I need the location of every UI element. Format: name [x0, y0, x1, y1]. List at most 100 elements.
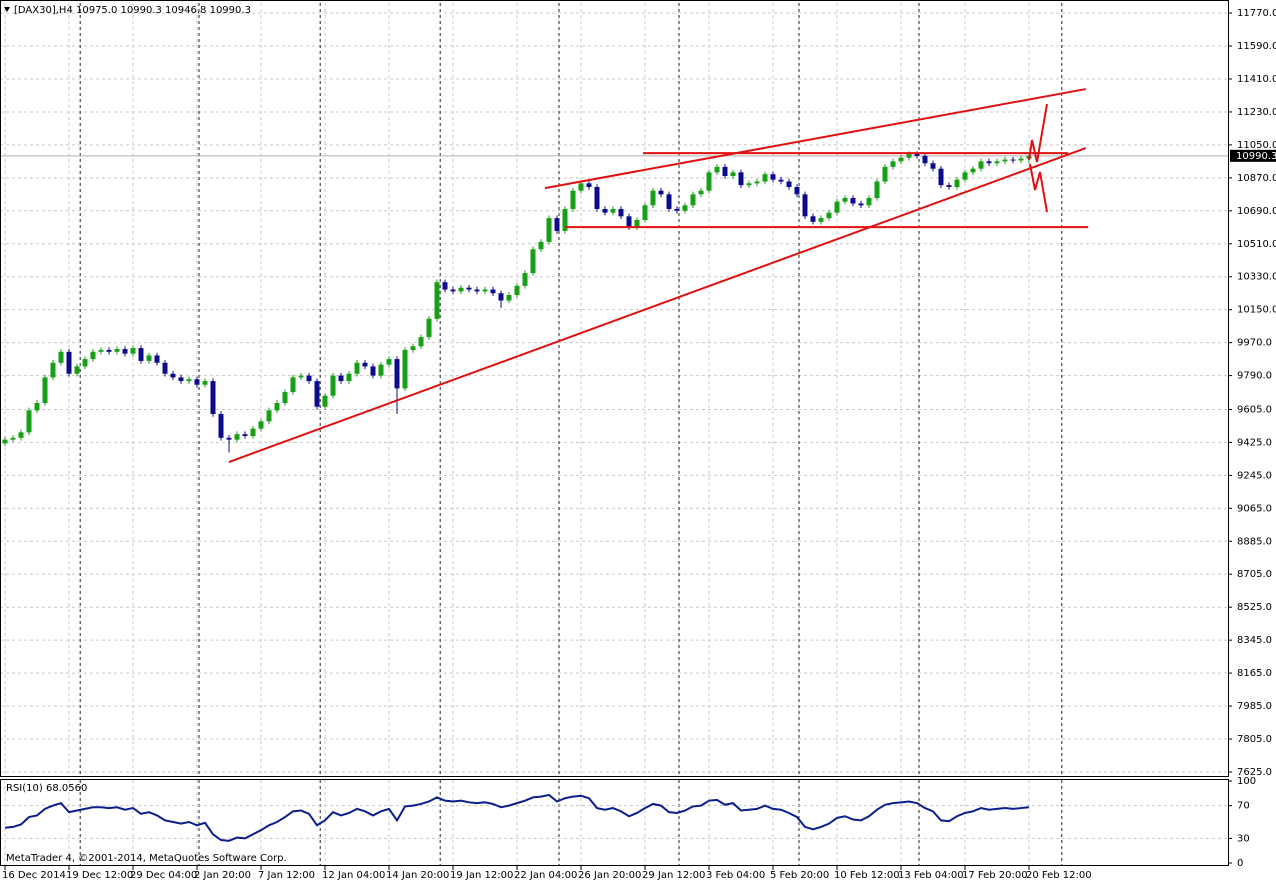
projection-up — [1028, 103, 1048, 163]
candle-body — [882, 166, 888, 182]
candle-body — [554, 218, 560, 231]
candle-body — [186, 379, 192, 382]
candle-body — [562, 208, 568, 231]
candle-body — [490, 289, 496, 294]
candle-body — [330, 375, 336, 396]
candle-body — [74, 366, 80, 374]
y-tick-label: 11590.0 — [1237, 41, 1276, 52]
candle-body — [810, 216, 816, 222]
y-tick-label: 10690.0 — [1237, 206, 1276, 217]
candle-body — [346, 373, 352, 382]
candle-body — [26, 410, 32, 433]
trendline — [544, 88, 1086, 190]
candle-body — [754, 181, 760, 184]
x-tick-label: 10 Feb 12:00 — [834, 870, 900, 881]
candle-body — [850, 197, 856, 204]
x-tick-label: 2 Jan 20:00 — [194, 870, 251, 881]
candle-body — [306, 375, 312, 382]
candle-body — [922, 155, 928, 164]
candle-body — [298, 375, 304, 378]
candle-body — [258, 421, 264, 429]
candle-body — [906, 154, 912, 158]
rsi-tick-label: 100 — [1237, 776, 1256, 787]
candle-body — [586, 183, 592, 188]
candle-body — [634, 219, 640, 228]
x-tick-label: 7 Jan 12:00 — [258, 870, 315, 881]
candle-body — [218, 414, 224, 438]
y-tick-label: 8885.0 — [1237, 536, 1272, 547]
candle-body — [90, 351, 96, 360]
candle-body — [194, 379, 200, 385]
x-tick-label: 3 Feb 04:00 — [706, 870, 765, 881]
candle-body — [130, 348, 136, 354]
candle-body — [722, 166, 728, 177]
footer: MetaTrader 4, ©2001-2014, MetaQuotes Sof… — [6, 853, 287, 864]
price-box — [1230, 149, 1276, 162]
candle-body — [10, 437, 16, 440]
candle-body — [242, 434, 248, 437]
x-tick-label: 19 Jan 12:00 — [450, 870, 513, 881]
candle-body — [506, 295, 512, 301]
candle-body — [954, 179, 960, 188]
candle-body — [426, 318, 432, 338]
candle-body — [498, 293, 504, 301]
y-tick-label: 8345.0 — [1237, 635, 1272, 646]
candle-body — [690, 194, 696, 206]
candle-body — [98, 349, 104, 352]
x-tick-label: 5 Feb 20:00 — [770, 870, 829, 881]
candle-body — [434, 282, 440, 319]
candle-body — [154, 355, 160, 363]
candle-body — [794, 187, 800, 195]
candle-body — [706, 172, 712, 191]
candle-body — [834, 201, 840, 213]
candle-body — [978, 161, 984, 169]
candle-body — [106, 349, 112, 352]
price-pane-border — [0, 0, 1229, 777]
candle-body — [946, 185, 952, 188]
candle-body — [530, 249, 536, 274]
candle-body — [994, 161, 1000, 164]
x-tick-label: 20 Feb 12:00 — [1026, 870, 1092, 881]
candle-body — [2, 439, 8, 444]
plot-layer — [0, 3, 1232, 870]
y-tick-label: 9065.0 — [1237, 503, 1272, 514]
candle-body — [738, 172, 744, 186]
candle-body — [522, 273, 528, 286]
candle-body — [378, 364, 384, 376]
x-tick-label: 16 Dec 2014 — [2, 870, 66, 881]
candle-body — [138, 348, 144, 361]
candle-body — [322, 395, 328, 407]
candle-body — [482, 289, 488, 292]
candle-body — [234, 434, 240, 440]
candle-body — [362, 362, 368, 367]
candle-body — [970, 168, 976, 173]
rsi-tick-label: 30 — [1237, 833, 1250, 844]
candle-body — [122, 349, 128, 354]
candle-body — [770, 174, 776, 180]
candle-body — [866, 197, 872, 206]
x-tick-label: 17 Feb 20:00 — [962, 870, 1028, 881]
y-tick-label: 8165.0 — [1237, 668, 1272, 679]
candle-body — [714, 166, 720, 173]
x-tick-label: 14 Jan 20:00 — [386, 870, 449, 881]
x-tick-label: 29 Jan 12:00 — [642, 870, 705, 881]
candle-body — [370, 366, 376, 376]
y-tick-label: 10330.0 — [1237, 272, 1276, 283]
candle-body — [402, 349, 408, 389]
candle-body — [746, 183, 752, 186]
candle-body — [898, 157, 904, 162]
candle-body — [394, 359, 400, 389]
y-tick-label: 11230.0 — [1237, 107, 1276, 118]
candle-body — [818, 218, 824, 222]
rsi-line — [4, 793, 1030, 842]
price-box-label: 10990.3 — [1236, 151, 1276, 162]
candle-body — [442, 282, 448, 290]
candle-body — [474, 289, 480, 292]
candle-body — [538, 241, 544, 250]
candle-body — [890, 161, 896, 167]
candle-body — [354, 362, 360, 374]
candle-body — [666, 194, 672, 209]
candle-body — [162, 362, 168, 374]
candle-body — [618, 208, 624, 217]
candle-body — [578, 183, 584, 191]
